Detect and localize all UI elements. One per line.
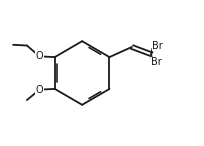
Text: O: O <box>35 85 43 95</box>
Text: Br: Br <box>150 57 161 67</box>
Text: Br: Br <box>152 41 162 51</box>
Text: O: O <box>35 51 43 61</box>
